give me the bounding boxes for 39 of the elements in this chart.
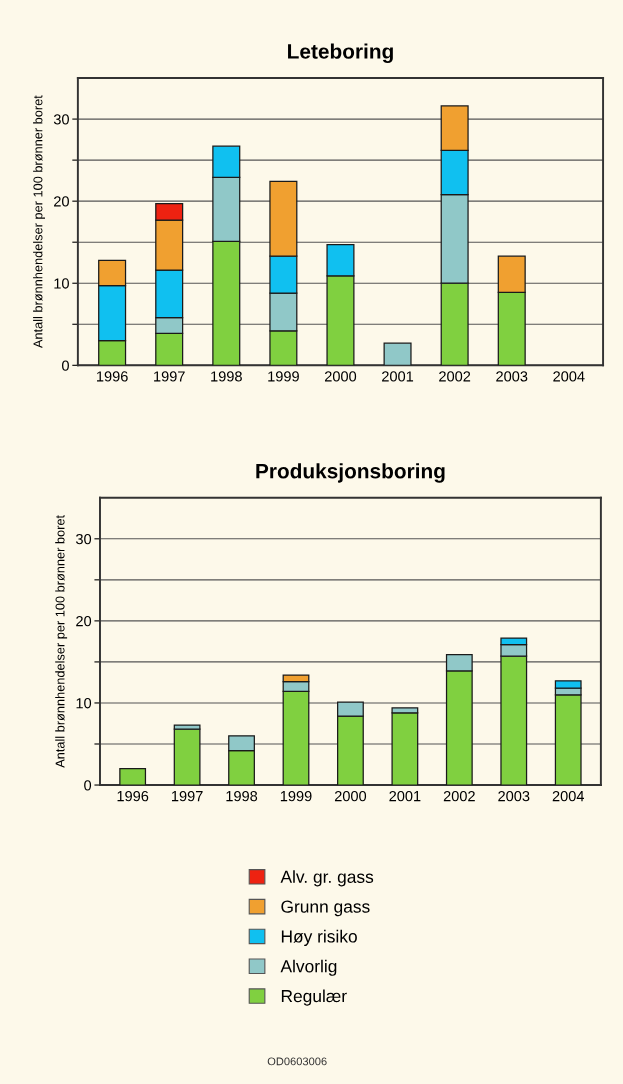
- x-tick-label: 1998: [226, 790, 258, 802]
- chart-title: Produksjonsboring: [256, 463, 445, 483]
- x-tick-label: 1997: [154, 371, 185, 382]
- x-tick-label: 2001: [382, 371, 414, 382]
- x-tick-label: 2004: [552, 790, 585, 802]
- x-tick-label: 1998: [211, 371, 242, 382]
- x-tick-label: 1996: [97, 371, 128, 382]
- x-tick-label: 2000: [334, 790, 367, 802]
- x-tick-label: 2002: [439, 371, 471, 382]
- x-tick-label: 1997: [172, 790, 203, 802]
- y-tick-label: 20: [54, 196, 69, 207]
- chart-title: Leteboring: [288, 43, 393, 64]
- x-tick-label: 2003: [496, 371, 528, 382]
- x-tick-label: 1996: [117, 790, 149, 802]
- x-tick-label: 1999: [268, 371, 299, 382]
- x-tick-label: 2004: [553, 371, 585, 382]
- bar: [383, 342, 412, 366]
- x-tick-label: 2002: [443, 790, 475, 802]
- legend-label: Alv. gr. gass: [280, 870, 374, 887]
- legend-label: Høy risiko: [281, 929, 357, 947]
- legend-label: Alvorlig: [280, 959, 337, 976]
- x-tick-label: 2001: [389, 790, 421, 802]
- legend-label: Grunn gass: [281, 900, 370, 917]
- x-tick-label: 2000: [324, 371, 357, 382]
- y-tick-label: 20: [76, 615, 92, 627]
- y-tick-label: 30: [75, 533, 92, 545]
- bar: [119, 767, 147, 786]
- y-tick-label: 0: [62, 360, 69, 371]
- x-tick-label: 1999: [280, 790, 312, 802]
- bar: [173, 728, 201, 786]
- y-tick-label: 0: [84, 780, 92, 791]
- y-tick-label: 10: [76, 698, 92, 709]
- x-tick-label: 2003: [498, 790, 530, 802]
- y-tick-label: 10: [54, 278, 69, 289]
- text: OD0603006: [267, 1057, 327, 1066]
- y-axis-title: Antall brønnhendelser per 100 brønner boret: [55, 515, 68, 768]
- y-tick-label: 30: [53, 114, 69, 125]
- legend-label: Regulær: [281, 989, 347, 1006]
- y-axis-title: Antall brønnhendelser per 100 brønner boret: [33, 95, 45, 349]
